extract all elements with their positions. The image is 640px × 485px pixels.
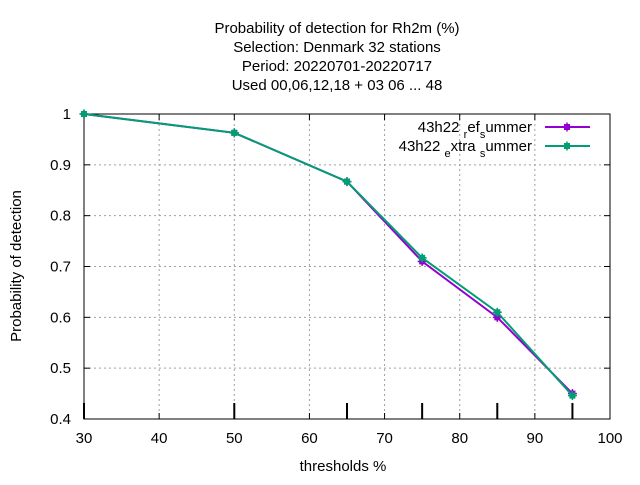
chart-title: Probability of detection for Rh2m (%) Se… — [214, 20, 459, 94]
data-point-series-1 — [417, 253, 427, 263]
series-line-0 — [83, 113, 574, 395]
legend-item-0: 43h22 refsummer — [418, 119, 590, 141]
x-tick-label: 100 — [597, 430, 622, 447]
title-line-3: Period: 20220701-20220717 — [242, 58, 432, 75]
data-point-series-1 — [342, 177, 352, 187]
y-tick-label: 0.6 — [50, 309, 71, 326]
data-point-series-1 — [492, 307, 502, 317]
x-tick-label: 80 — [451, 430, 468, 447]
x-tick-label: 60 — [301, 430, 318, 447]
y-axis-title: Probability of detection — [8, 190, 25, 342]
legend-label-part: ummer — [485, 119, 532, 136]
y-tick-label: 0.9 — [50, 157, 71, 174]
legend-label-part: 43h22 — [399, 138, 445, 155]
legend-marker-0 — [562, 122, 572, 132]
y-tick-label: 0.8 — [50, 208, 71, 225]
title-line-1: Probability of detection for Rh2m (%) — [214, 20, 459, 37]
data-point-series-1 — [79, 109, 89, 119]
legend-label-part: ummer — [485, 138, 532, 155]
x-tick-label: 40 — [151, 430, 168, 447]
x-axis-title: thresholds % — [300, 458, 387, 475]
data-point-series-1 — [229, 128, 239, 138]
y-tick-label: 0.4 — [50, 411, 71, 428]
legend-label-part: e — [445, 148, 451, 160]
legend-item-1: 43h22 extra summer — [399, 138, 590, 160]
x-tick-label: 90 — [527, 430, 544, 447]
ticks-layer: 30 40 50 60 70 80 90 100 0.4 0.5 0.6 0.7 0.8 0.9 1 — [50, 106, 622, 447]
plot-frame — [83, 113, 611, 420]
title-line-2: Selection: Denmark 32 stations — [233, 39, 441, 56]
legend-label-part: r — [464, 129, 468, 141]
legend-label-part: s — [480, 129, 486, 141]
bottom-markers — [83, 403, 574, 419]
y-tick-label: 1 — [63, 106, 71, 123]
series-layer — [79, 109, 577, 401]
title-line-4: Used 00,06,12,18 + 03 06 ... 48 — [232, 77, 443, 94]
legend-label-part: ef — [467, 119, 480, 136]
data-point-series-1 — [567, 391, 577, 401]
grid-layer — [84, 114, 610, 419]
y-tick-label: 0.5 — [50, 360, 71, 377]
legend-label-part: xtra — [451, 138, 480, 155]
x-tick-label: 30 — [76, 430, 93, 447]
series-line-1 — [83, 113, 574, 397]
legend-label-0: 43h22 refsummer — [418, 119, 532, 141]
legend-label-1: 43h22 extra summer — [399, 138, 532, 160]
y-tick-label: 0.7 — [50, 259, 71, 276]
legend-label-part: s — [480, 148, 486, 160]
x-tick-label: 50 — [226, 430, 243, 447]
legend-marker-1 — [562, 141, 572, 151]
x-tick-label: 70 — [376, 430, 393, 447]
legend-label-part: 43h22 — [418, 119, 464, 136]
